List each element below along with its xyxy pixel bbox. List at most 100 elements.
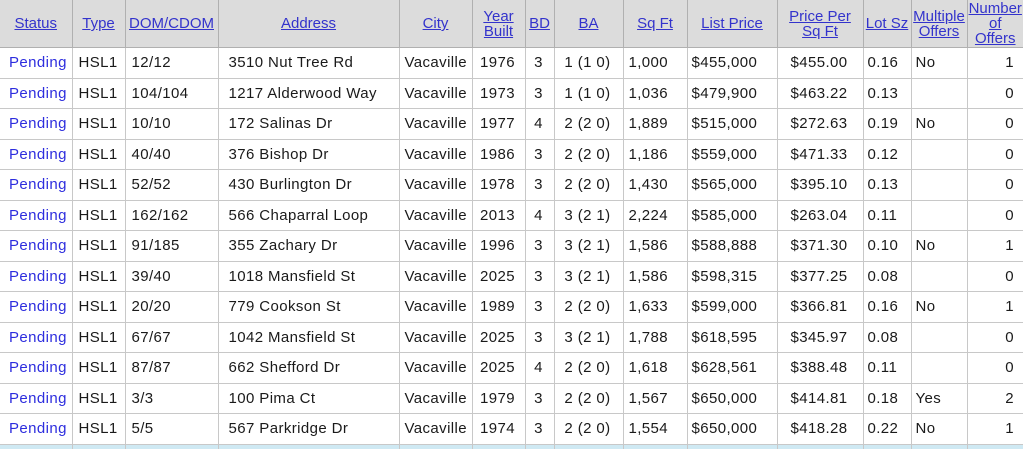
cell-type: HSL1 xyxy=(71,322,125,353)
cell-address: 172 Salinas Dr xyxy=(217,108,399,140)
status-link[interactable]: Pending xyxy=(9,237,67,255)
cell-ba: 3 (2 1) xyxy=(553,322,623,353)
status-link[interactable]: Pending xyxy=(9,206,67,224)
sort-link-bd[interactable]: BD xyxy=(529,15,550,32)
cell-price_per_sq_ft: $395.10 xyxy=(776,169,863,201)
cell-type: HSL1 xyxy=(71,383,125,414)
partial-cell-list_price xyxy=(687,444,777,449)
cell-dom_cdom: 40/40 xyxy=(124,139,218,170)
listing-row: Pending HSL1 104/104 1217 Alderwood Way Vaca… xyxy=(0,78,1023,109)
partial-next-row xyxy=(0,444,1023,449)
column-header-lot_sz: Lot Sz xyxy=(862,0,911,48)
cell-city: Vacaville xyxy=(398,108,472,140)
column-header-status: Status xyxy=(0,0,72,48)
cell-number_of_offers: 1 xyxy=(966,47,1023,79)
cell-type: HSL1 xyxy=(71,139,125,170)
cell-price_per_sq_ft: $263.04 xyxy=(776,200,863,231)
cell-lot_sz: 0.16 xyxy=(862,47,911,79)
cell-number_of_offers: 0 xyxy=(966,200,1023,231)
cell-list_price: $650,000 xyxy=(686,413,777,445)
cell-city: Vacaville xyxy=(398,78,472,109)
cell-list_price: $559,000 xyxy=(686,139,777,170)
status-link[interactable]: Pending xyxy=(9,298,67,316)
cell-lot_sz: 0.08 xyxy=(862,322,911,353)
cell-list_price: $599,000 xyxy=(686,291,777,323)
sort-link-sq_ft[interactable]: Sq Ft xyxy=(637,15,673,32)
cell-number_of_offers: 1 xyxy=(966,291,1023,323)
listings-table-body: Pending HSL1 12/12 3510 Nut Tree Rd Vacavill… xyxy=(0,47,1023,445)
status-link[interactable]: Pending xyxy=(9,145,67,163)
cell-sq_ft: 1,186 xyxy=(622,139,687,170)
cell-sq_ft: 1,554 xyxy=(622,413,687,445)
status-link[interactable]: Pending xyxy=(9,176,67,194)
cell-price_per_sq_ft: $414.81 xyxy=(776,383,863,414)
sort-link-address[interactable]: Address xyxy=(280,15,337,32)
sort-link-list_price[interactable]: List Price xyxy=(701,15,763,32)
sort-link-year_built[interactable]: Year Built xyxy=(483,7,514,40)
cell-address: 355 Zachary Dr xyxy=(217,230,399,262)
listing-row: Pending HSL1 10/10 172 Salinas Dr Vacaville 1… xyxy=(0,108,1023,140)
cell-number_of_offers: 2 xyxy=(966,383,1023,414)
status-link[interactable]: Pending xyxy=(9,267,67,285)
column-header-bd: BD xyxy=(524,0,554,48)
cell-bd: 3 xyxy=(524,291,554,323)
cell-type: HSL1 xyxy=(71,230,125,262)
status-link[interactable]: Pending xyxy=(9,115,67,133)
mls-search-results-screen: Status Type DOM/CDOM Address City Year Built B… xyxy=(0,0,1023,449)
cell-status: Pending xyxy=(0,47,72,79)
sort-link-ba[interactable]: BA xyxy=(578,15,599,32)
cell-list_price: $598,315 xyxy=(686,261,777,292)
cell-address: 430 Burlington Dr xyxy=(217,169,399,201)
sort-link-price_per_sq_ft[interactable]: Price Per Sq Ft xyxy=(789,7,851,40)
cell-city: Vacaville xyxy=(398,230,472,262)
sort-link-multiple_offers[interactable]: Multiple Offers xyxy=(913,7,965,40)
cell-year_built: 2025 xyxy=(471,352,525,384)
cell-price_per_sq_ft: $377.25 xyxy=(776,261,863,292)
column-header-price_per_sq_ft: Price Per Sq Ft xyxy=(776,0,863,48)
cell-number_of_offers: 0 xyxy=(966,352,1023,384)
cell-status: Pending xyxy=(0,383,72,414)
cell-address: 779 Cookson St xyxy=(217,291,399,323)
cell-ba: 2 (2 0) xyxy=(553,352,623,384)
cell-ba: 1 (1 0) xyxy=(553,47,623,79)
cell-sq_ft: 1,000 xyxy=(622,47,687,79)
cell-bd: 3 xyxy=(524,413,554,445)
sort-link-lot_sz[interactable]: Lot Sz xyxy=(865,15,909,32)
column-header-list_price: List Price xyxy=(686,0,777,48)
cell-city: Vacaville xyxy=(398,47,472,79)
listings-table-header: Status Type DOM/CDOM Address City Year Built B… xyxy=(0,0,1023,48)
status-link[interactable]: Pending xyxy=(9,328,67,346)
cell-dom_cdom: 5/5 xyxy=(124,413,218,445)
header-row: Status Type DOM/CDOM Address City Year Built B… xyxy=(0,0,1023,48)
cell-dom_cdom: 104/104 xyxy=(124,78,218,109)
sort-link-city[interactable]: City xyxy=(422,15,449,32)
cell-lot_sz: 0.16 xyxy=(862,291,911,323)
cell-lot_sz: 0.13 xyxy=(862,78,911,109)
status-link[interactable]: Pending xyxy=(9,420,67,438)
sort-link-number_of_offers[interactable]: Number of Offers xyxy=(968,0,1022,47)
cell-sq_ft: 1,586 xyxy=(622,261,687,292)
cell-price_per_sq_ft: $471.33 xyxy=(776,139,863,170)
listing-row: Pending HSL1 162/162 566 Chaparral Loop Vaca… xyxy=(0,200,1023,231)
listing-row: Pending HSL1 52/52 430 Burlington Dr Vacavil… xyxy=(0,169,1023,201)
partial-cell-lot_sz xyxy=(863,444,911,449)
cell-type: HSL1 xyxy=(71,200,125,231)
status-link[interactable]: Pending xyxy=(9,389,67,407)
cell-multiple_offers xyxy=(910,352,967,384)
cell-sq_ft: 2,224 xyxy=(622,200,687,231)
sort-link-type[interactable]: Type xyxy=(82,15,115,32)
cell-status: Pending xyxy=(0,291,72,323)
partial-cell-dom_cdom xyxy=(125,444,218,449)
status-link[interactable]: Pending xyxy=(9,359,67,377)
cell-multiple_offers: No xyxy=(910,230,967,262)
status-link[interactable]: Pending xyxy=(9,54,67,72)
listing-row: Pending HSL1 91/185 355 Zachary Dr Vacaville… xyxy=(0,230,1023,262)
cell-number_of_offers: 0 xyxy=(966,78,1023,109)
status-link[interactable]: Pending xyxy=(9,84,67,102)
column-header-number_of_offers: Number of Offers xyxy=(966,0,1023,48)
sort-link-status[interactable]: Status xyxy=(14,15,58,32)
cell-year_built: 1979 xyxy=(471,383,525,414)
cell-ba: 3 (2 1) xyxy=(553,200,623,231)
cell-list_price: $479,900 xyxy=(686,78,777,109)
sort-link-dom_cdom[interactable]: DOM/CDOM xyxy=(129,15,214,32)
